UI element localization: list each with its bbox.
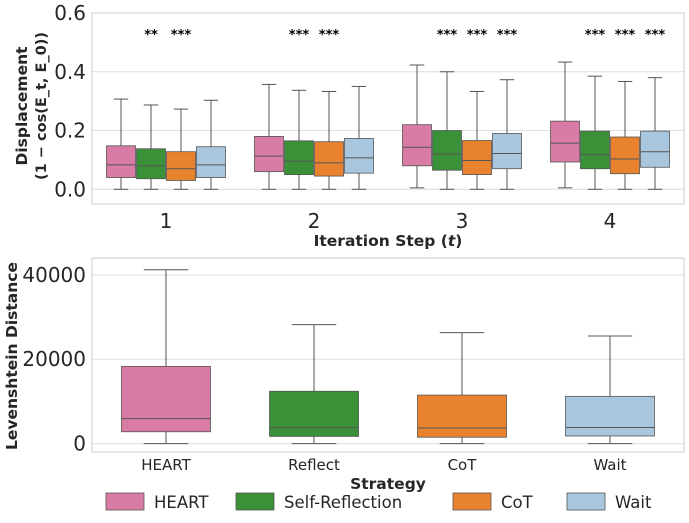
box-iqr	[106, 145, 136, 178]
box-iqr	[402, 124, 432, 167]
box-iqr	[269, 390, 359, 437]
box-iqr	[196, 146, 226, 178]
significance-markers: ** *** *** *** *** *** *** *** *** ***	[144, 28, 665, 43]
box-heart-step-4	[550, 61, 580, 189]
top-boxplots	[106, 61, 670, 190]
box-cot-step-1	[166, 108, 196, 190]
significance-label: ***	[171, 28, 192, 43]
bottom-boxplots	[121, 269, 655, 445]
bottom-gridlines	[92, 274, 684, 445]
legend-swatch	[105, 492, 145, 511]
bottom-y-axis-label: Levenshtein Distance	[3, 262, 21, 450]
significance-label: ***	[437, 28, 458, 43]
significance-label: ***	[289, 28, 310, 43]
bottom-chart-levenshtein: 0 20000 40000 HEART Reflect CoT Wait Strategy…	[3, 257, 685, 493]
bottom-x-tick-label: HEART	[141, 456, 191, 474]
bottom-plot-frame	[91, 257, 685, 453]
top-y-axis-formula: (1 − cos(E_t, E_0))	[34, 32, 50, 180]
box-cot-step-2	[314, 90, 344, 190]
box-heart-step-2	[254, 83, 284, 190]
box-cot-step-4	[610, 80, 640, 190]
bottom-x-tick-label: CoT	[448, 456, 478, 474]
legend-item-cot: CoT	[452, 492, 534, 512]
box-iqr	[610, 136, 640, 175]
bottom-x-tick-labels: HEART Reflect CoT Wait	[141, 456, 626, 474]
box-self-reflection-step-4	[580, 75, 610, 190]
box-iqr	[565, 395, 655, 437]
significance-label: ***	[585, 28, 606, 43]
box-iqr	[121, 365, 211, 433]
bottom-y-tick-label: 0	[73, 432, 86, 456]
legend-item-heart: HEART	[105, 492, 209, 512]
box-iqr	[432, 130, 462, 171]
box-iqr	[640, 130, 670, 168]
bottom-y-tick-label: 20000	[22, 347, 86, 371]
top-y-tick-label: 0.6	[54, 1, 86, 25]
legend-swatch	[566, 492, 606, 511]
significance-label: ***	[497, 28, 518, 43]
bottom-y-tick-labels: 0 20000 40000	[22, 263, 86, 456]
box-iqr	[417, 394, 507, 438]
box-iqr	[254, 136, 284, 173]
box-iqr	[284, 140, 314, 176]
top-x-tick-label: 3	[456, 209, 469, 233]
box-wait-step-2	[344, 85, 374, 190]
box-cot-step-3	[462, 90, 492, 190]
bottom-x-tick-label: Reflect	[288, 456, 340, 474]
box-iqr	[314, 141, 344, 177]
legend: HEART Self-Reflection CoT Wait	[105, 492, 652, 512]
significance-label: ***	[615, 28, 636, 43]
legend-swatch	[235, 492, 275, 511]
top-x-tick-label: 4	[604, 209, 617, 233]
box-heart-step-3	[402, 64, 432, 189]
box-wait	[565, 335, 655, 445]
box-wait-step-4	[640, 77, 670, 190]
box-iqr	[550, 120, 580, 163]
box-iqr	[344, 138, 374, 174]
top-x-tick-label: 2	[308, 209, 321, 233]
top-y-tick-label: 0.2	[54, 119, 86, 143]
box-iqr	[136, 148, 166, 180]
legend-label: HEART	[154, 493, 209, 512]
box-iqr	[492, 133, 522, 170]
top-y-tick-labels: 0.0 0.2 0.4 0.6	[54, 1, 86, 201]
top-y-tick-label: 0.4	[54, 60, 86, 84]
legend-label: CoT	[501, 493, 534, 512]
legend-label: Self-Reflection	[284, 493, 402, 512]
box-wait-step-3	[492, 79, 522, 190]
significance-label: ***	[319, 28, 340, 43]
bottom-x-axis-label: Strategy	[350, 475, 426, 493]
top-y-axis-label: Displacement	[13, 46, 31, 166]
box-self-reflection-step-2	[284, 89, 314, 190]
legend-item-self-reflection: Self-Reflection	[235, 492, 402, 512]
legend-item-wait: Wait	[566, 492, 652, 512]
bottom-y-tick-label: 40000	[22, 263, 86, 287]
significance-label: ***	[645, 28, 666, 43]
legend-swatch	[452, 492, 492, 511]
box-self-reflection-step-1	[136, 104, 166, 190]
top-plot-frame	[91, 12, 685, 205]
box-wait-step-1	[196, 99, 226, 190]
top-x-tick-labels: 1 2 3 4	[160, 209, 617, 233]
top-x-tick-label: 1	[160, 209, 173, 233]
top-y-tick-label: 0.0	[54, 177, 86, 201]
legend-label: Wait	[615, 493, 652, 512]
top-x-axis-label: Iteration Step (t)	[314, 232, 463, 250]
box-iqr	[166, 151, 196, 181]
box-self-reflection-step-3	[432, 71, 462, 190]
box-heart-step-1	[106, 98, 136, 190]
top-chart-displacement: ** *** *** *** *** *** *** *** *** *** 0.00.20.40…	[13, 1, 685, 250]
bottom-x-tick-label: Wait	[593, 456, 626, 474]
box-heart	[121, 269, 211, 445]
box-iqr	[462, 140, 492, 176]
box-iqr	[580, 130, 610, 170]
significance-label: **	[144, 28, 158, 43]
box-cot	[417, 332, 507, 445]
box-reflect	[269, 324, 359, 445]
significance-label: ***	[467, 28, 488, 43]
